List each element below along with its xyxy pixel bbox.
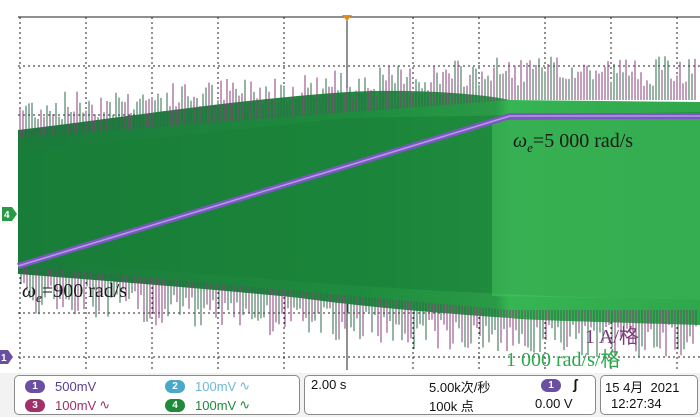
channel-2-scale: 100mV: [195, 378, 237, 394]
date-value: 15 4月 2021: [605, 380, 680, 395]
channel-4-scale: 100mV: [195, 397, 237, 413]
oscilloscope-display: ωe=5 000 rad/s ωe=900 rad/s 1 A/格 1 000 …: [0, 15, 700, 371]
svg-text:4: 4: [4, 210, 10, 221]
timebase-value: 2.00 s: [311, 377, 347, 392]
sample-rate-value: 5.00k次/秒: [429, 380, 491, 395]
ch1-marker[interactable]: 1: [0, 350, 13, 364]
channel-2-badge: 2: [165, 379, 185, 393]
channel-4-badge: 4: [165, 398, 185, 412]
channel-2-coupling: ∿: [239, 378, 251, 393]
channel-4-setting[interactable]: 4 100mV ∿: [165, 396, 250, 414]
status-bar: 1 500mV 2 100mV ∿ 3 100mV ∿ 4 100mV ∿ 2.…: [0, 373, 700, 417]
channel-3-scale: 100mV: [55, 397, 97, 413]
ch4-marker[interactable]: 4: [2, 207, 17, 221]
channel-1-setting[interactable]: 1 500mV: [25, 377, 96, 395]
channel-2-setting[interactable]: 2 100mV ∿: [165, 377, 250, 395]
svg-text:1: 1: [1, 353, 7, 364]
current-scale-label: 1 A/格: [585, 325, 639, 348]
current-envelope-trace: [18, 90, 700, 325]
omega-top-label: ωe=5 000 rad/s: [513, 130, 633, 155]
noise-spikes: [19, 56, 697, 358]
time-value: 12:27:34: [611, 396, 662, 411]
channel-settings-panel[interactable]: 1 500mV 2 100mV ∿ 3 100mV ∿ 4 100mV ∿: [14, 375, 300, 415]
channel-4-coupling: ∿: [239, 397, 251, 412]
trigger-channel-badge: 1: [541, 379, 561, 392]
speed-scale-label: 1 000 rad/s/格: [506, 348, 620, 371]
omega-bottom-label: ωe=900 rad/s: [22, 280, 127, 305]
speed-trace: [17, 113, 700, 269]
datetime-panel: 15 4月 2021 12:27:34: [600, 375, 698, 415]
record-length-value: 100k 点: [429, 399, 474, 414]
acquisition-panel[interactable]: 2.00 s 5.00k次/秒 100k 点 1 ʃ 0.00 V: [304, 375, 596, 415]
channel-3-setting[interactable]: 3 100mV ∿: [25, 396, 110, 414]
channel-1-scale: 500mV: [55, 378, 97, 394]
trigger-level-value: 0.00 V: [535, 396, 573, 411]
trigger-edge-icon: ʃ: [573, 376, 578, 392]
channel-3-badge: 3: [25, 398, 45, 412]
trigger-position-marker[interactable]: [342, 15, 352, 21]
channel-1-badge: 1: [25, 379, 45, 393]
channel-3-coupling: ∿: [99, 397, 111, 412]
